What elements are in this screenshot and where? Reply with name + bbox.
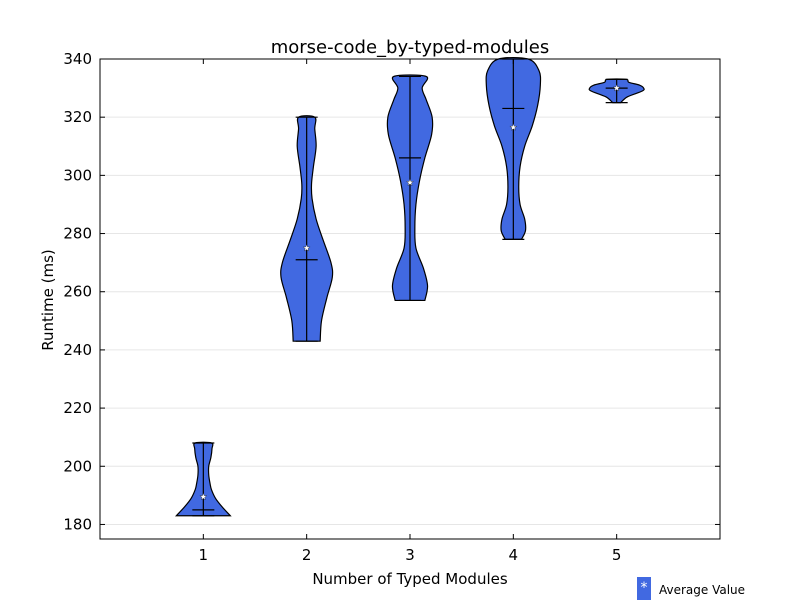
legend: * Average Value: [637, 577, 745, 600]
mean-marker-icon: [509, 123, 518, 131]
y-axis-label: Runtime (ms): [39, 249, 57, 351]
y-tick-label: 260: [63, 283, 92, 301]
axis-ticks: 180 200 220 240 260 280 300 320 340 1 2 3 4 5: [63, 50, 720, 564]
y-tick-label: 280: [63, 225, 92, 243]
chart-title: morse-code_by-typed-modules: [271, 37, 550, 58]
x-tick-label: 3: [405, 546, 415, 564]
x-tick-label: 5: [612, 546, 622, 564]
violin-series: [174, 56, 645, 517]
mean-marker-icon: [612, 83, 621, 92]
x-tick-label: 4: [509, 546, 519, 564]
legend-marker-icon: *: [641, 580, 648, 596]
x-axis-label: Number of Typed Modules: [312, 570, 508, 588]
y-tick-label: 180: [63, 515, 92, 533]
legend-swatch: [637, 577, 651, 600]
legend-label: Average Value: [659, 583, 745, 597]
y-tick-label: 300: [63, 166, 92, 184]
y-tick-label: 340: [63, 50, 92, 68]
x-tick-label: 2: [302, 546, 312, 564]
y-tick-label: 220: [63, 399, 92, 417]
mean-marker-icon: [406, 178, 414, 187]
y-tick-label: 200: [63, 457, 92, 475]
x-tick-label: 1: [199, 546, 209, 564]
mean-marker-icon: [302, 243, 311, 252]
mean-marker-icon: [199, 492, 208, 501]
y-tick-label: 320: [63, 108, 92, 126]
y-tick-label: 240: [63, 341, 92, 359]
